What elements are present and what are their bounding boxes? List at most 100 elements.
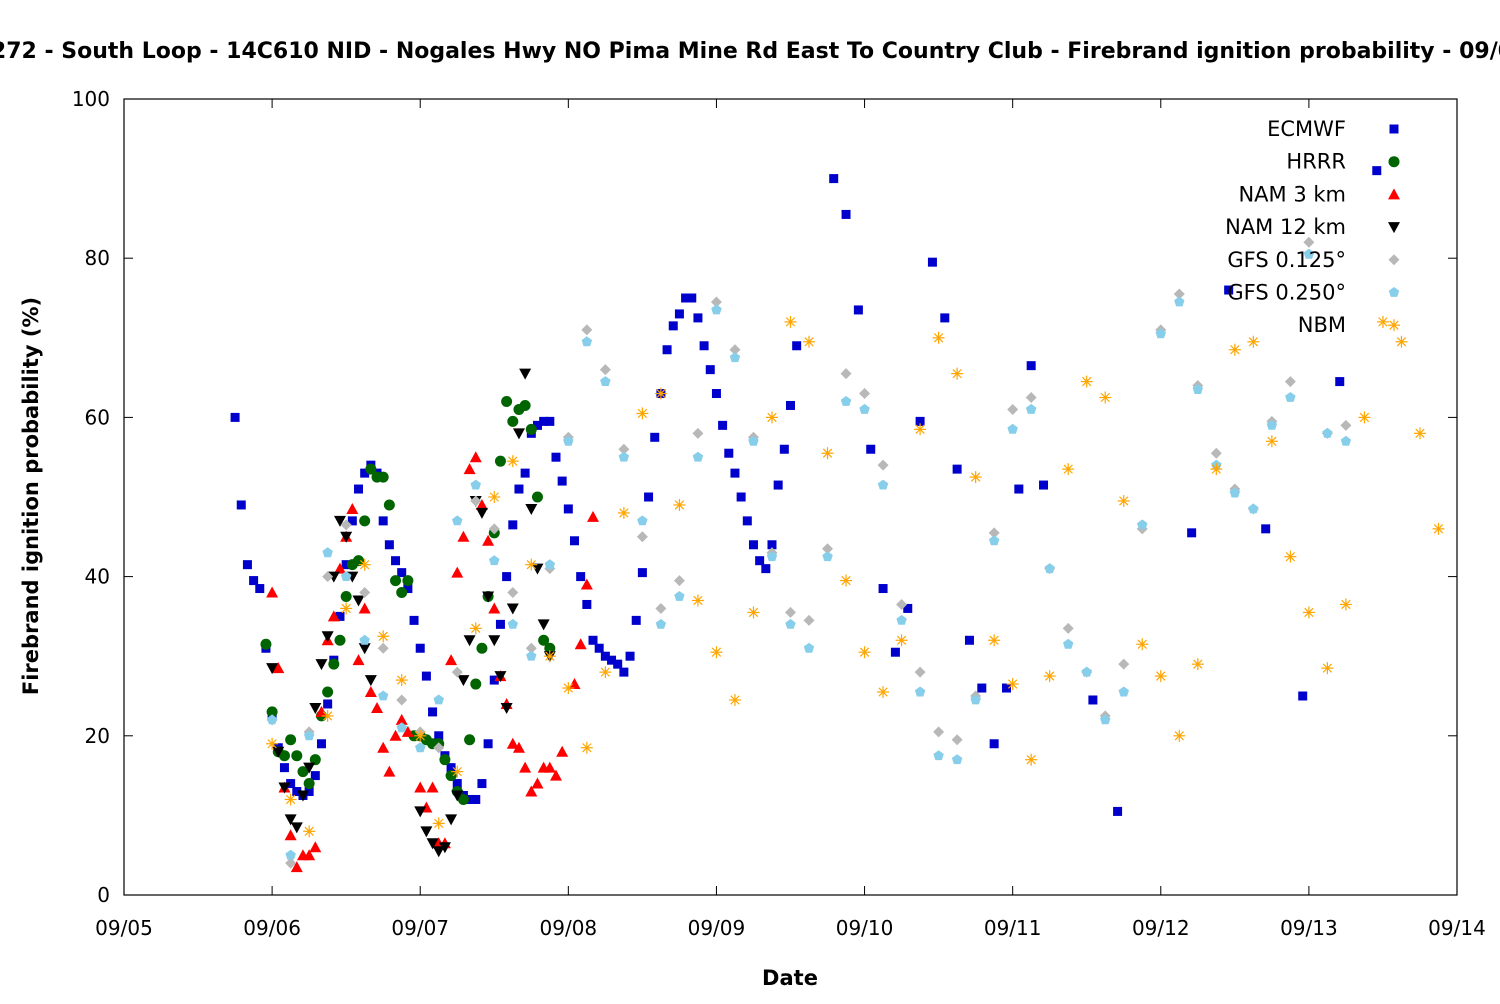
- data-point: [303, 849, 316, 861]
- data-point: [525, 642, 537, 654]
- data-point: [464, 734, 476, 746]
- data-point: [1155, 328, 1166, 339]
- data-point: [341, 560, 351, 570]
- data-point: [933, 726, 945, 738]
- data-point: [520, 468, 530, 478]
- data-point-stroke: [1267, 436, 1277, 446]
- data-point: [414, 729, 427, 742]
- legend-label: NAM 3 km: [1238, 182, 1346, 206]
- data-point-stroke: [1389, 320, 1399, 330]
- data-point: [414, 806, 427, 818]
- data-point: [1025, 392, 1037, 403]
- data-point: [266, 737, 279, 750]
- data-point: [933, 750, 944, 761]
- data-point: [866, 444, 876, 454]
- plot-border: [123, 98, 1458, 896]
- data-point: [304, 787, 314, 797]
- data-point: [396, 722, 407, 733]
- data-point-stroke: [915, 424, 925, 435]
- data-point: [951, 754, 963, 765]
- data-point-stroke: [489, 492, 499, 502]
- data-point: [315, 705, 328, 717]
- data-point: [378, 690, 389, 701]
- data-point: [457, 793, 469, 805]
- data-point: [574, 638, 587, 650]
- data-point-stroke: [693, 595, 703, 606]
- series-6: [266, 315, 1445, 838]
- data-point: [563, 504, 573, 514]
- data-point: [508, 520, 518, 530]
- data-point: [1173, 729, 1186, 742]
- data-point: [822, 543, 834, 555]
- data-point: [507, 415, 519, 427]
- data-point: [390, 575, 402, 587]
- data-point: [525, 785, 538, 797]
- data-point: [316, 739, 326, 749]
- legend-label: NBM: [1298, 313, 1346, 337]
- data-point-stroke: [656, 388, 666, 399]
- data-point: [525, 503, 538, 515]
- data-point: [266, 663, 279, 675]
- data-point: [383, 499, 395, 511]
- y-tick-label: 0: [97, 883, 110, 907]
- data-point: [988, 527, 1000, 539]
- y-axis-label: Firebrand ignition probability (%): [19, 297, 43, 695]
- data-point: [445, 814, 458, 826]
- data-point: [1303, 236, 1315, 248]
- data-point: [1265, 435, 1278, 448]
- data-point: [544, 559, 556, 570]
- data-point: [896, 614, 907, 625]
- data-point: [439, 754, 451, 766]
- data-point: [859, 388, 871, 400]
- data-point-stroke: [1156, 671, 1166, 681]
- data-point: [742, 516, 752, 526]
- data-point: [451, 765, 464, 778]
- data-point: [711, 389, 721, 399]
- data-point-stroke: [1119, 496, 1129, 506]
- data-point: [747, 606, 760, 619]
- data-point-stroke: [952, 368, 962, 379]
- data-point: [964, 635, 974, 645]
- data-point: [1376, 315, 1389, 328]
- data-point: [242, 560, 252, 570]
- data-point: [475, 507, 488, 519]
- data-point: [618, 443, 630, 455]
- data-point: [786, 400, 795, 410]
- data-point: [728, 693, 741, 706]
- data-point: [952, 464, 962, 474]
- data-point: [544, 642, 556, 654]
- data-point: [322, 547, 333, 558]
- data-point-stroke: [285, 794, 296, 805]
- data-point: [401, 725, 414, 737]
- data-point: [1248, 503, 1259, 514]
- data-point: [501, 395, 513, 407]
- y-tick-label: 100: [72, 87, 110, 111]
- data-point: [543, 650, 556, 663]
- data-point: [1224, 285, 1234, 295]
- data-point: [365, 463, 377, 475]
- data-point-stroke: [730, 695, 740, 705]
- data-point: [1173, 288, 1185, 300]
- data-point: [705, 365, 715, 375]
- data-point: [877, 479, 889, 490]
- data-point: [465, 794, 475, 804]
- data-point: [1266, 419, 1278, 430]
- data-point: [340, 531, 353, 543]
- data-point-stroke: [304, 826, 314, 836]
- data-point: [415, 742, 426, 753]
- data-point: [724, 448, 734, 458]
- legend-marker: [1388, 287, 1400, 297]
- data-point: [525, 558, 538, 571]
- data-point: [729, 352, 741, 363]
- series-2: [266, 451, 600, 873]
- data-point: [266, 706, 278, 718]
- data-point: [475, 498, 488, 510]
- data-point: [631, 615, 641, 625]
- data-point: [932, 331, 945, 344]
- data-point: [654, 387, 667, 400]
- data-point: [1229, 487, 1241, 498]
- legend-label: NAM 12 km: [1225, 215, 1346, 239]
- data-point: [927, 257, 937, 267]
- data-point: [1191, 658, 1204, 671]
- data-point: [360, 468, 370, 478]
